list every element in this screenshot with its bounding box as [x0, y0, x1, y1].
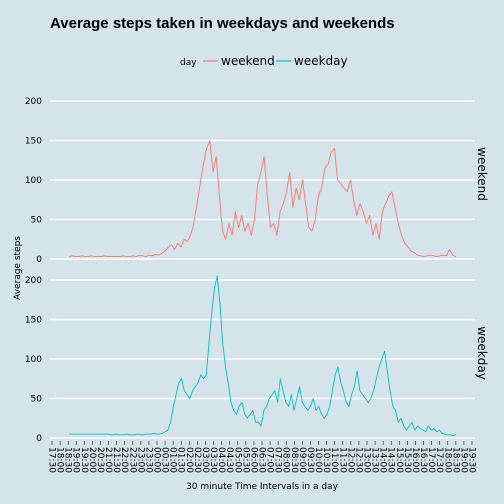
- x-tick-label-0: 17:30: [47, 447, 57, 473]
- x-tick-label-49: 18:00: [442, 447, 452, 473]
- x-tick-label-43: 15:00: [394, 447, 404, 473]
- x-tick-label-39: 13:00: [362, 447, 372, 473]
- facet-label-weekend: weekend: [475, 147, 489, 201]
- y-tick-label-weekday-0: 0: [36, 434, 42, 444]
- x-tick-label-7: 21:00: [103, 447, 113, 473]
- x-tick-label-44: 15:30: [402, 447, 412, 473]
- x-tick-label-47: 17:00: [426, 447, 436, 473]
- x-tick-label-17: 02:00: [184, 447, 194, 473]
- x-tick-label-27: 07:00: [265, 447, 275, 473]
- x-tick-label-34: 10:30: [321, 447, 331, 473]
- x-tick-label-36: 11:30: [337, 447, 347, 473]
- x-tick-label-35: 11:00: [329, 447, 339, 473]
- x-tick-label-33: 10:00: [313, 447, 323, 473]
- x-tick-label-6: 20:30: [95, 447, 105, 473]
- x-tick-label-24: 05:30: [240, 447, 250, 473]
- x-tick-label-30: 08:30: [289, 447, 299, 473]
- x-tick-label-20: 03:30: [208, 447, 218, 473]
- x-tick-label-52: 19:30: [467, 447, 477, 473]
- x-tick-label-10: 22:30: [127, 447, 137, 473]
- x-tick-label-2: 18:30: [63, 447, 73, 473]
- panel-weekday: 0 50 100 150 200 weekday: [25, 275, 489, 444]
- y-tick-label-weekend-50: 50: [31, 216, 43, 226]
- y-tick-label-weekend-0: 0: [36, 255, 42, 265]
- x-tick-label-5: 20:00: [87, 447, 97, 473]
- x-axis: 17:3018:0018:3019:0019:3020:0020:3021:00…: [47, 441, 477, 473]
- x-tick-label-4: 19:30: [79, 447, 89, 473]
- y-tick-label-weekday-200: 200: [25, 276, 42, 286]
- x-tick-label-15: 01:00: [168, 447, 178, 473]
- x-tick-label-13: 00:00: [152, 447, 162, 473]
- x-tick-label-50: 18:30: [450, 447, 460, 473]
- x-tick-label-29: 08:00: [281, 447, 291, 473]
- panel-weekend: 0 50 100 150 200 weekend: [25, 97, 489, 265]
- y-tick-label-weekday-100: 100: [25, 355, 42, 365]
- facet-label-weekday: weekday: [475, 326, 489, 380]
- x-tick-label-40: 13:30: [370, 447, 380, 473]
- series-line-weekend: [68, 140, 457, 258]
- x-tick-label-32: 09:30: [305, 447, 315, 473]
- legend-title: day: [180, 58, 197, 68]
- x-tick-label-1: 18:00: [55, 447, 65, 473]
- y-tick-label-weekend-100: 100: [25, 176, 42, 186]
- x-tick-label-41: 14:00: [378, 447, 388, 473]
- x-tick-label-37: 12:00: [345, 447, 355, 473]
- x-tick-label-25: 06:00: [248, 447, 258, 473]
- x-tick-label-51: 19:00: [458, 447, 468, 473]
- y-tick-label-weekend-200: 200: [25, 97, 42, 107]
- x-tick-label-21: 04:00: [216, 447, 226, 473]
- x-tick-label-19: 03:00: [200, 447, 210, 473]
- x-tick-label-45: 16:00: [410, 447, 420, 473]
- y-tick-label-weekday-150: 150: [25, 316, 42, 326]
- x-tick-label-9: 22:00: [119, 447, 129, 473]
- x-tick-label-38: 12:30: [353, 447, 363, 473]
- y-axis-label: Average steps: [13, 236, 23, 300]
- x-tick-label-26: 06:30: [257, 447, 267, 473]
- legend-label-weekday: weekday: [294, 54, 348, 68]
- x-axis-label: 30 minute Time Intervals in a day: [186, 482, 338, 492]
- x-tick-label-31: 09:00: [297, 447, 307, 473]
- x-tick-label-22: 04:30: [224, 447, 234, 473]
- chart-title: Average steps taken in weekdays and week…: [50, 15, 395, 32]
- x-tick-label-46: 16:30: [418, 447, 428, 473]
- x-tick-label-3: 19:00: [71, 447, 81, 473]
- legend: day weekend weekday: [180, 54, 348, 68]
- x-tick-label-12: 23:30: [143, 447, 153, 473]
- x-tick-label-11: 23:00: [135, 447, 145, 473]
- legend-label-weekend: weekend: [221, 54, 275, 68]
- x-tick-label-28: 07:30: [273, 447, 283, 473]
- series-line-weekday: [69, 275, 457, 437]
- x-tick-label-14: 00:30: [160, 447, 170, 473]
- x-tick-label-48: 17:30: [434, 447, 444, 473]
- y-tick-label-weekday-50: 50: [31, 395, 43, 405]
- x-tick-label-42: 14:30: [386, 447, 396, 473]
- facet-panels: 0 50 100 150 200 weekend 0 50 100 150 200 weekday: [25, 97, 489, 444]
- x-tick-label-16: 01:30: [176, 447, 186, 473]
- y-tick-label-weekend-150: 150: [25, 137, 42, 147]
- x-tick-label-8: 21:30: [111, 447, 121, 473]
- x-tick-label-18: 02:30: [192, 447, 202, 473]
- x-tick-label-23: 05:00: [232, 447, 242, 473]
